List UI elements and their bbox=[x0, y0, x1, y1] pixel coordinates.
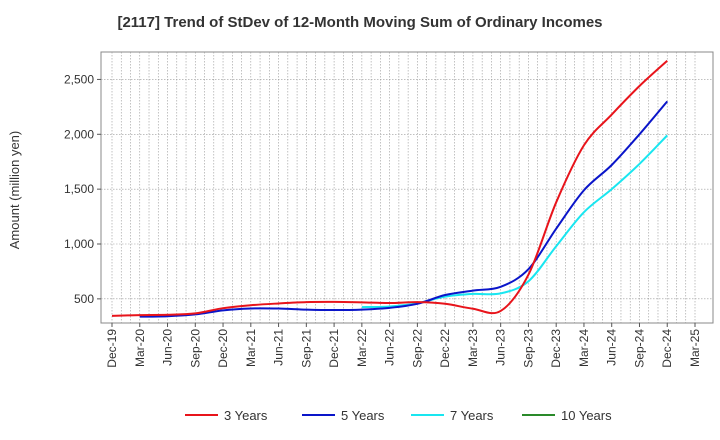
x-tick-label: Mar-20 bbox=[133, 329, 147, 367]
legend-label: 10 Years bbox=[561, 408, 612, 423]
series-lines bbox=[111, 60, 669, 318]
legend-label: 3 Years bbox=[224, 408, 268, 423]
x-tick-label: Dec-23 bbox=[549, 329, 563, 368]
x-tick-label: Sep-20 bbox=[188, 329, 202, 368]
x-tick-label: Dec-19 bbox=[105, 329, 119, 368]
series-line-3-years bbox=[111, 60, 668, 317]
x-axis-ticks: Dec-19 Mar-20 Jun-20 Sep-20 Dec-20 Mar-21 Jun-… bbox=[105, 323, 702, 368]
legend-label: 7 Years bbox=[450, 408, 494, 423]
x-tick-label: Mar-25 bbox=[688, 329, 702, 367]
x-tick-label: Jun-21 bbox=[272, 329, 286, 366]
x-tick-label: Sep-23 bbox=[521, 329, 535, 368]
chart-title: [2117] Trend of StDev of 12-Month Moving… bbox=[117, 14, 603, 31]
y-tick-label: 1,500 bbox=[64, 182, 94, 196]
x-tick-label: Dec-20 bbox=[216, 329, 230, 368]
x-tick-label: Mar-24 bbox=[577, 329, 591, 367]
x-tick-label: Jun-24 bbox=[605, 329, 619, 366]
y-axis-ticks: 500 1,000 1,500 2,000 2,500 bbox=[64, 72, 101, 306]
x-tick-label: Sep-22 bbox=[410, 329, 424, 368]
x-tick-label: Dec-22 bbox=[438, 329, 452, 368]
x-tick-label: Mar-22 bbox=[355, 329, 369, 367]
x-tick-label: Jun-22 bbox=[383, 329, 397, 366]
x-tick-label: Mar-23 bbox=[466, 329, 480, 367]
x-tick-label: Jun-20 bbox=[161, 329, 175, 366]
grid-lines bbox=[101, 52, 713, 323]
x-tick-label: Dec-21 bbox=[327, 329, 341, 368]
y-tick-label: 1,000 bbox=[64, 237, 94, 251]
legend: 3 Years 5 Years 7 Years 10 Years bbox=[185, 408, 612, 423]
series-line-5-years bbox=[139, 100, 669, 318]
legend-label: 5 Years bbox=[341, 408, 385, 423]
x-tick-label: Jun-23 bbox=[494, 329, 508, 366]
x-tick-label: Sep-21 bbox=[299, 329, 313, 368]
y-tick-label: 2,000 bbox=[64, 127, 94, 141]
x-tick-label: Sep-24 bbox=[632, 329, 646, 368]
y-tick-label: 500 bbox=[74, 292, 94, 306]
plot-area bbox=[100, 51, 714, 324]
x-tick-label: Dec-24 bbox=[660, 329, 674, 368]
y-tick-label: 2,500 bbox=[64, 72, 94, 86]
x-tick-label: Mar-21 bbox=[244, 329, 258, 367]
y-axis-title: Amount (million yen) bbox=[7, 131, 22, 250]
